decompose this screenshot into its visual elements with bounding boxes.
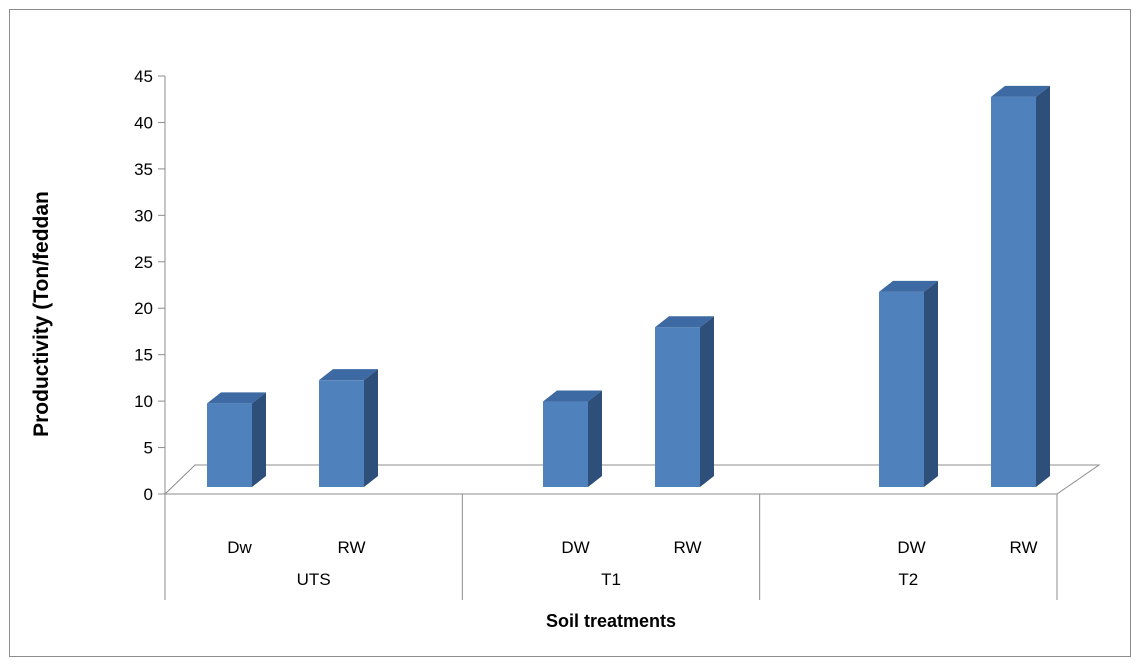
bar-top: [207, 392, 266, 404]
bar-top: [543, 390, 602, 402]
y-tick-label: 5: [144, 439, 153, 458]
chart-frame: [9, 9, 1131, 657]
bar-side: [700, 316, 714, 487]
floor-plane: [163, 464, 1101, 495]
y-tick-label: 0: [144, 485, 153, 504]
bar: [319, 380, 364, 487]
y-tick-label: 20: [134, 299, 153, 318]
bar-category-label: RW: [673, 538, 701, 557]
x-axis-title: Soil treatments: [546, 611, 676, 631]
group-label: T2: [898, 570, 918, 589]
bar-side: [364, 369, 378, 487]
bar-side: [924, 280, 938, 487]
bar-side: [1036, 85, 1050, 487]
bar: [655, 327, 700, 487]
bars: [207, 85, 1050, 487]
bar: [991, 96, 1036, 487]
y-tick-label: 30: [134, 206, 153, 225]
group-label: UTS: [297, 570, 331, 589]
y-tick-label: 35: [134, 160, 153, 179]
y-tick-label: 45: [134, 67, 153, 86]
y-tick-label: 10: [134, 392, 153, 411]
y-axis-title: Productivity (Ton/feddan: [30, 191, 53, 437]
chart-floor: [163, 464, 1101, 495]
group-label: T1: [601, 570, 621, 589]
bar-category-label: Dw: [227, 538, 252, 557]
bar-category-label: DW: [897, 538, 925, 557]
y-tick-label: 15: [134, 346, 153, 365]
bar-top: [879, 280, 938, 292]
bar-top: [991, 85, 1050, 97]
bar-top: [655, 316, 714, 328]
bar-side: [252, 392, 266, 487]
y-tick-label: 40: [134, 113, 153, 132]
category-axis: Dw RW UTS DW RW T1 DW RW T2: [164, 494, 1058, 600]
bar-top: [319, 369, 378, 381]
bar: [207, 403, 252, 487]
bar-side: [588, 390, 602, 487]
bar: [543, 401, 588, 487]
bar: [879, 291, 924, 487]
bar-category-label: RW: [1009, 538, 1037, 557]
bar-category-label: DW: [561, 538, 589, 557]
bar-category-label: RW: [337, 538, 365, 557]
y-tick-label: 25: [134, 253, 153, 272]
value-axis: 0 5 10 15 20 25 30 35 40 45: [134, 67, 166, 504]
